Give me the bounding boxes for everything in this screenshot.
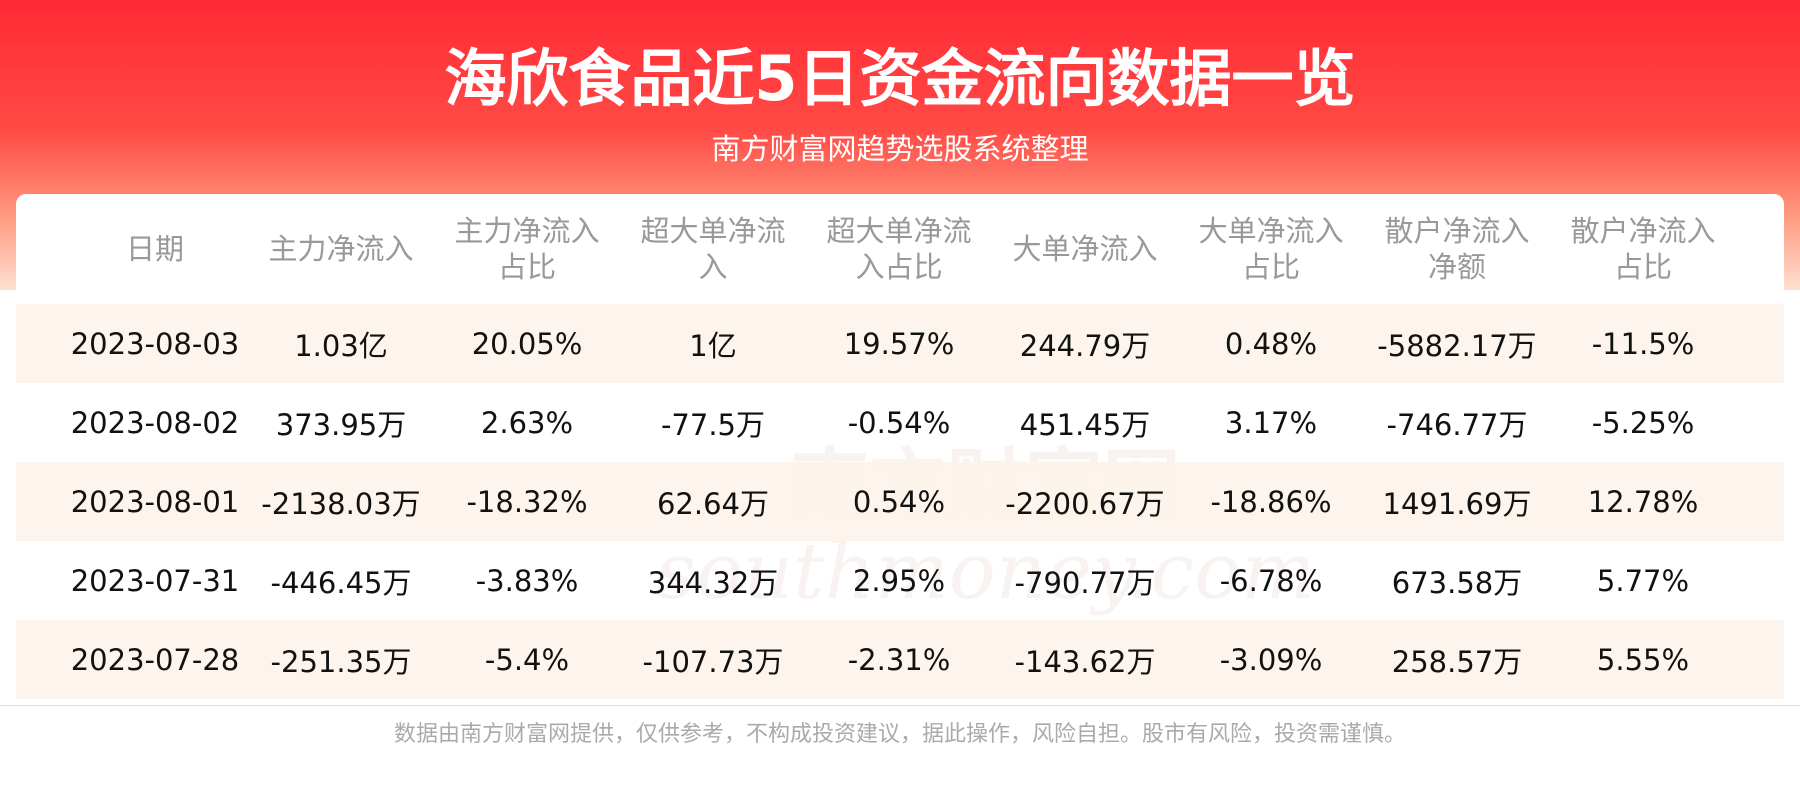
table-cell: -790.77万: [1014, 565, 1156, 600]
column-header-text: 超大单净流入: [640, 214, 786, 284]
table-cell: 3.17%: [1224, 405, 1318, 440]
table-cell: 344.32万: [647, 565, 779, 600]
column-header: 超大单净流入: [620, 194, 806, 304]
spacer: [16, 462, 62, 541]
table-cell: 1亿: [620, 304, 806, 383]
column-header-text: 超大单净流入占比: [826, 214, 972, 284]
spacer: [1736, 383, 1784, 462]
table-cell: 19.57%: [806, 304, 992, 383]
table-cell: 2023-08-02: [70, 405, 240, 440]
table-cell: -2.31%: [806, 620, 992, 699]
table-row: 2023-08-03 1.03亿 20.05% 1亿 19.57% 244.79万 0.48…: [16, 304, 1784, 383]
table-row: 2023-08-02 373.95万 2.63% -77.5万 -0.54% 451.45…: [16, 383, 1784, 462]
table-cell: -3.09%: [1178, 620, 1364, 699]
table-cell: 2.63%: [480, 405, 574, 440]
spacer: [1736, 194, 1784, 304]
table-row: 2023-07-31 -446.45万 -3.83% 344.32万 2.95% -790…: [16, 541, 1784, 620]
table-cell: -6.78%: [1219, 563, 1323, 598]
spacer: [1736, 541, 1784, 620]
table-cell: 258.57万: [1364, 620, 1550, 699]
table-cell: 5.77%: [1596, 563, 1690, 598]
table-cell: -11.5%: [1550, 304, 1736, 383]
table-cell: 1491.69万: [1364, 462, 1550, 541]
table-cell: 2023-08-01: [62, 462, 248, 541]
flow-table: 日期 主力净流入 主力净流入占比 超大单净流入 超大单净流入占比 大单净流入 大单净流入占比…: [16, 194, 1784, 699]
title: 海欣食品近5日资金流向数据一览: [444, 42, 1356, 115]
table-cell: 0.48%: [1178, 304, 1364, 383]
table-cell: -746.77万: [1386, 407, 1528, 442]
header-row: 日期 主力净流入 主力净流入占比 超大单净流入 超大单净流入占比 大单净流入 大单净流入占比…: [16, 194, 1784, 304]
table-cell: 2023-08-03: [62, 304, 248, 383]
column-header: 主力净流入占比: [434, 194, 620, 304]
table-card: 南方财富网 southmoney.com 日期主力净流入主力净流入占比超大单净流…: [16, 194, 1784, 706]
spacer: [1736, 304, 1784, 383]
column-header: 日期: [62, 194, 248, 304]
table-cell: 20.05%: [434, 304, 620, 383]
spacer: [16, 620, 62, 699]
column-header: 散户净流入净额: [1364, 194, 1550, 304]
spacer: [16, 383, 62, 462]
table-cell: 2023-07-28: [62, 620, 248, 699]
table-cell: 2023-07-31: [70, 563, 240, 598]
table-row: 2023-08-01 -2138.03万 -18.32% 62.64万 0.54% -22…: [16, 462, 1784, 541]
spacer: [16, 541, 62, 620]
table-cell: -5.25%: [1591, 405, 1695, 440]
spacer: [16, 304, 62, 383]
divider: [0, 705, 1800, 706]
table-row: 2023-07-28 -251.35万 -5.4% -107.73万 -2.31% -14…: [16, 620, 1784, 699]
table-cell: -107.73万: [620, 620, 806, 699]
table-cell: -77.5万: [660, 407, 766, 442]
table-cell: -2138.03万: [248, 462, 434, 541]
table-cell: -5.4%: [434, 620, 620, 699]
table-cell: 1.03亿: [248, 304, 434, 383]
column-header: 大单净流入占比: [1178, 194, 1364, 304]
subtitle: 南方财富网趋势选股系统整理: [711, 132, 1089, 166]
column-header-text: 散户净流入净额: [1384, 214, 1530, 284]
spacer: [1736, 462, 1784, 541]
table-cell: 373.95万: [275, 407, 407, 442]
table-cell: 451.45万: [1019, 407, 1151, 442]
column-header-text: 大单净流入: [1012, 232, 1158, 266]
table-cell: 673.58万: [1391, 565, 1523, 600]
column-header-text: 散户净流入占比: [1570, 214, 1716, 284]
table-cell: 244.79万: [992, 304, 1178, 383]
table-cell: -18.86%: [1178, 462, 1364, 541]
column-header: 大单净流入: [992, 194, 1178, 304]
table-cell: -3.83%: [475, 563, 579, 598]
table-cell: -2200.67万: [992, 462, 1178, 541]
column-header-text: 大单净流入占比: [1198, 214, 1344, 284]
disclaimer: 数据由南方财富网提供，仅供参考，不构成投资建议，据此操作，风险自担。股市有风险，…: [393, 722, 1406, 747]
table-cell: -5882.17万: [1364, 304, 1550, 383]
column-header-text: 主力净流入: [268, 232, 414, 266]
table-cell: -251.35万: [248, 620, 434, 699]
watermark-url: southmoney.com: [656, 526, 1316, 617]
column-header: 主力净流入: [248, 194, 434, 304]
table-cell: -446.45万: [270, 565, 412, 600]
table-cell: 2.95%: [852, 563, 946, 598]
column-header-text: 日期: [125, 232, 184, 266]
table-cell: 0.54%: [806, 462, 992, 541]
table-cell: 12.78%: [1550, 462, 1736, 541]
table-cell: -143.62万: [992, 620, 1178, 699]
table-cell: 62.64万: [620, 462, 806, 541]
spacer: [1736, 620, 1784, 699]
table-cell: -18.32%: [434, 462, 620, 541]
column-header-text: 主力净流入占比: [454, 214, 600, 284]
spacer: [16, 194, 62, 304]
table-cell: -0.54%: [847, 405, 951, 440]
column-header: 散户净流入占比: [1550, 194, 1736, 304]
table-cell: 5.55%: [1550, 620, 1736, 699]
column-header: 超大单净流入占比: [806, 194, 992, 304]
